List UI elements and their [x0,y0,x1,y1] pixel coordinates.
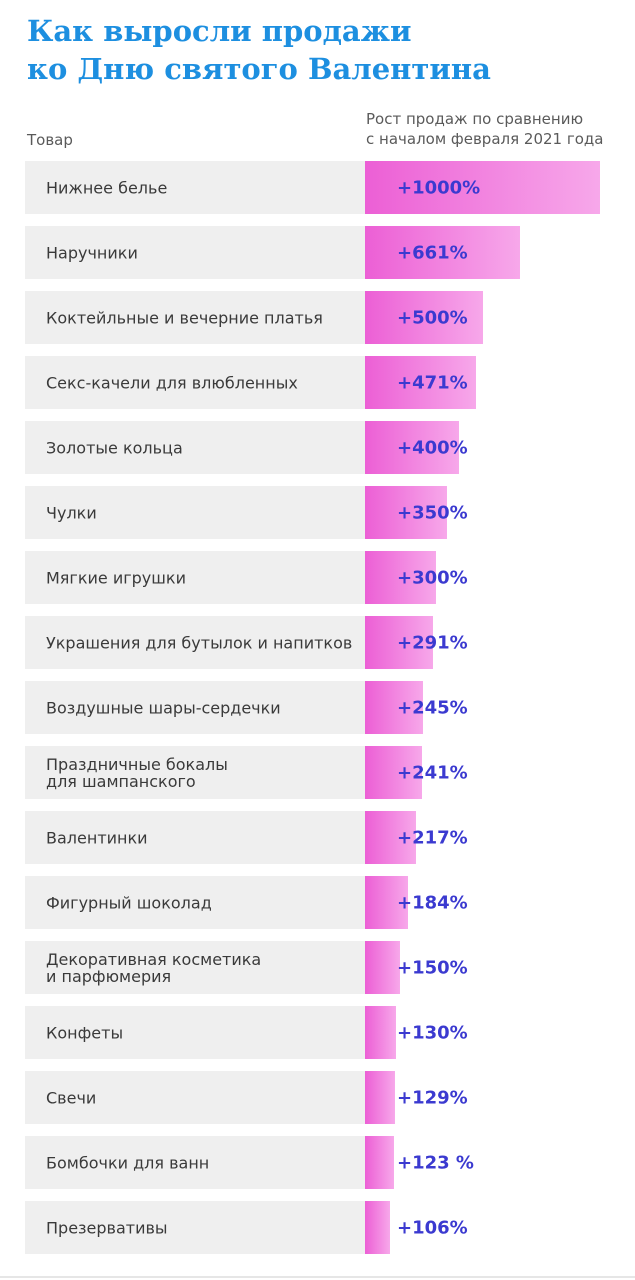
bar-row: Нижнее белье +1000% [25,161,615,214]
bar [365,746,422,799]
bar [365,226,521,279]
category-label: Чулки [46,503,97,522]
value-label: +500% [397,307,468,328]
category-box: Секс-качели для влюбленных [25,356,365,409]
bar-row: Коктейльные и вечерние платья +500% [25,291,615,344]
bar [365,421,459,474]
bar-row: Воздушные шары-сердечки +245% [25,681,615,734]
bar [365,811,416,864]
category-box: Мягкие игрушки [25,551,365,604]
category-label: Украшения для бутылок и напитков [46,633,353,652]
value-label: +400% [397,437,468,458]
category-label: Бомбочки для ванн [46,1153,210,1172]
bar-row: Наручники +661% [25,226,615,279]
category-label: Фигурный шоколад [46,893,212,912]
category-box: Конфеты [25,1006,365,1059]
value-label: +245% [397,697,468,718]
bar-row: Золотые кольца +400% [25,421,615,474]
value-label: +123 % [397,1152,474,1173]
category-label: Декоративная косметика и парфюмерия [46,949,262,986]
category-box: Нижнее белье [25,161,365,214]
category-label: Коктейльные и вечерние платья [46,308,323,327]
value-label: +106% [397,1217,468,1238]
bar-row: Праздничные бокалы для шампанского +241% [25,746,615,799]
value-label: +150% [397,957,468,978]
column-header-growth: Рост продаж по сравнению с началом февра… [366,110,604,148]
bar [365,1201,390,1254]
value-label: +130% [397,1022,468,1043]
category-box: Воздушные шары-сердечки [25,681,365,734]
category-box: Бомбочки для ванн [25,1136,365,1189]
value-label: +217% [397,827,468,848]
category-label: Наручники [46,243,138,262]
value-label: +350% [397,502,468,523]
category-box: Валентинки [25,811,365,864]
bar [365,616,434,669]
value-label: +300% [397,567,468,588]
bar [365,551,436,604]
category-label: Золотые кольца [46,438,183,457]
category-label: Конфеты [46,1023,124,1042]
bar-row: Чулки +350% [25,486,615,539]
bar [365,486,448,539]
bar [365,291,483,344]
chart-title: Как выросли продажи ко Дню святого Вален… [27,14,491,86]
value-label: +1000% [397,177,481,198]
column-header-product: Товар [27,131,73,149]
bar [365,161,600,214]
bar [365,876,409,929]
bar [365,1071,396,1124]
category-label: Воздушные шары-сердечки [46,698,281,717]
bar-row: Секс-качели для влюбленных +471% [25,356,615,409]
category-label: Мягкие игрушки [46,568,186,587]
bar-row: Презервативы +106% [25,1201,615,1254]
category-box: Украшения для бутылок и напитков [25,616,365,669]
category-box: Презервативы [25,1201,365,1254]
category-label: Праздничные бокалы для шампанского [46,754,228,791]
category-box: Праздничные бокалы для шампанского [25,746,365,799]
bar-row: Свечи +129% [25,1071,615,1124]
value-label: +471% [397,372,468,393]
bar-row: Мягкие игрушки +300% [25,551,615,604]
value-label: +661% [397,242,468,263]
category-box: Коктейльные и вечерние платья [25,291,365,344]
bar-row: Фигурный шоколад +184% [25,876,615,929]
bar-row: Украшения для бутылок и напитков +291% [25,616,615,669]
value-label: +291% [397,632,468,653]
bar [365,356,476,409]
bar-row: Валентинки +217% [25,811,615,864]
bar-row: Бомбочки для ванн +123 % [25,1136,615,1189]
category-label: Свечи [46,1088,97,1107]
divider [0,1276,635,1278]
value-label: +184% [397,892,468,913]
bar [365,1006,396,1059]
category-label: Секс-качели для влюбленных [46,373,298,392]
bar-row: Декоративная косметика и парфюмерия +150% [25,941,615,994]
category-label: Валентинки [46,828,148,847]
bar [365,1136,394,1189]
bar [365,941,401,994]
category-box: Фигурный шоколад [25,876,365,929]
category-box: Свечи [25,1071,365,1124]
category-box: Золотые кольца [25,421,365,474]
category-box: Наручники [25,226,365,279]
category-box: Декоративная косметика и парфюмерия [25,941,365,994]
category-box: Чулки [25,486,365,539]
value-label: +129% [397,1087,468,1108]
value-label: +241% [397,762,468,783]
category-label: Нижнее белье [46,178,168,197]
bar [365,681,423,734]
category-label: Презервативы [46,1218,168,1237]
bar-row: Конфеты +130% [25,1006,615,1059]
